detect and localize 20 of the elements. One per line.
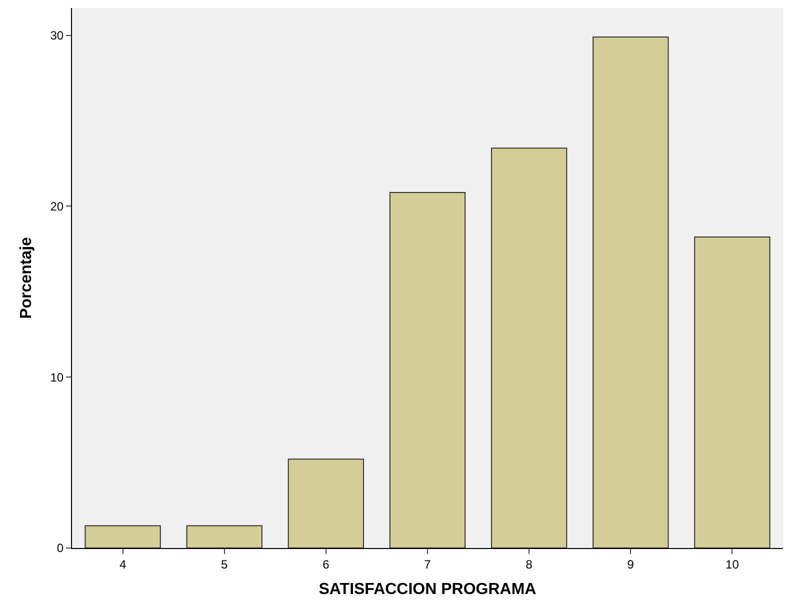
- y-axis-title: Porcentaje: [18, 236, 36, 319]
- y-tick-label: 0: [56, 541, 64, 556]
- y-tick-label: 20: [50, 199, 64, 214]
- bar: [592, 36, 669, 548]
- x-axis-title: SATISFACCION PROGRAMA: [318, 581, 537, 598]
- bar: [186, 525, 262, 548]
- x-tick-label: 10: [726, 557, 740, 572]
- bar: [389, 192, 466, 548]
- y-tick-label: 30: [50, 28, 64, 43]
- bar: [288, 458, 364, 548]
- bar: [84, 525, 161, 548]
- x-tick-label: 6: [322, 557, 330, 572]
- bar: [694, 236, 770, 548]
- x-tick-label: 8: [526, 557, 533, 572]
- x-tick-label: 9: [627, 557, 634, 572]
- y-tick-label: 10: [50, 370, 64, 384]
- x-tick-label: 4: [119, 557, 126, 572]
- bar: [490, 148, 568, 548]
- x-tick-label: 5: [221, 557, 228, 572]
- x-tick-label: 7: [424, 557, 432, 572]
